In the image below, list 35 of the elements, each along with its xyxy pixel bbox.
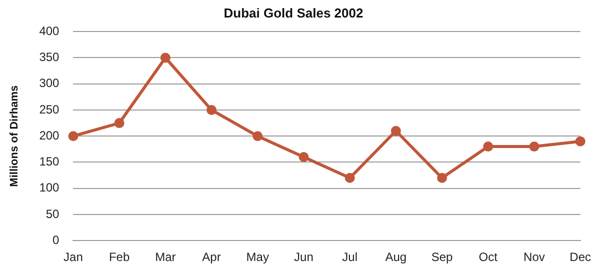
x-tick-label: Oct: [478, 250, 498, 264]
point: [483, 142, 494, 152]
x-tick-label: Jan: [64, 250, 83, 264]
point: [529, 142, 540, 152]
y-tick-label: 400: [39, 24, 60, 38]
x-tick-label: Jun: [294, 250, 314, 264]
x-tick-label: Nov: [524, 250, 545, 264]
y-tick-label: 150: [39, 154, 60, 169]
x-tick-label: Apr: [202, 250, 221, 264]
x-tick-label: Dec: [570, 250, 591, 264]
y-tick-label: 0: [52, 232, 60, 247]
y-tick-label: 250: [39, 102, 60, 116]
y-axis-title: Millions of Dirhams: [8, 85, 21, 187]
point: [575, 136, 586, 146]
point: [68, 131, 78, 142]
x-tick-label: Aug: [385, 250, 407, 264]
chart-title: Dubai Gold Sales 2002: [224, 5, 364, 20]
point: [298, 152, 309, 162]
x-tick-label: Mar: [155, 250, 176, 264]
y-tick-label: 350: [39, 50, 60, 64]
y-tick-label: 100: [39, 180, 60, 195]
point: [390, 126, 401, 136]
x-tick-label: May: [246, 250, 269, 264]
x-tick-label: Feb: [108, 250, 130, 264]
y-tick-label: 200: [39, 128, 60, 142]
point: [437, 172, 448, 183]
point: [160, 52, 170, 63]
point: [252, 131, 263, 142]
point: [344, 172, 355, 183]
y-tick-label: 50: [46, 206, 60, 221]
x-tick-label: Sep: [431, 250, 454, 264]
y-tick-label: 300: [39, 76, 60, 90]
x-tick-label: Jul: [342, 250, 358, 264]
point: [206, 104, 217, 115]
point: [114, 118, 124, 128]
